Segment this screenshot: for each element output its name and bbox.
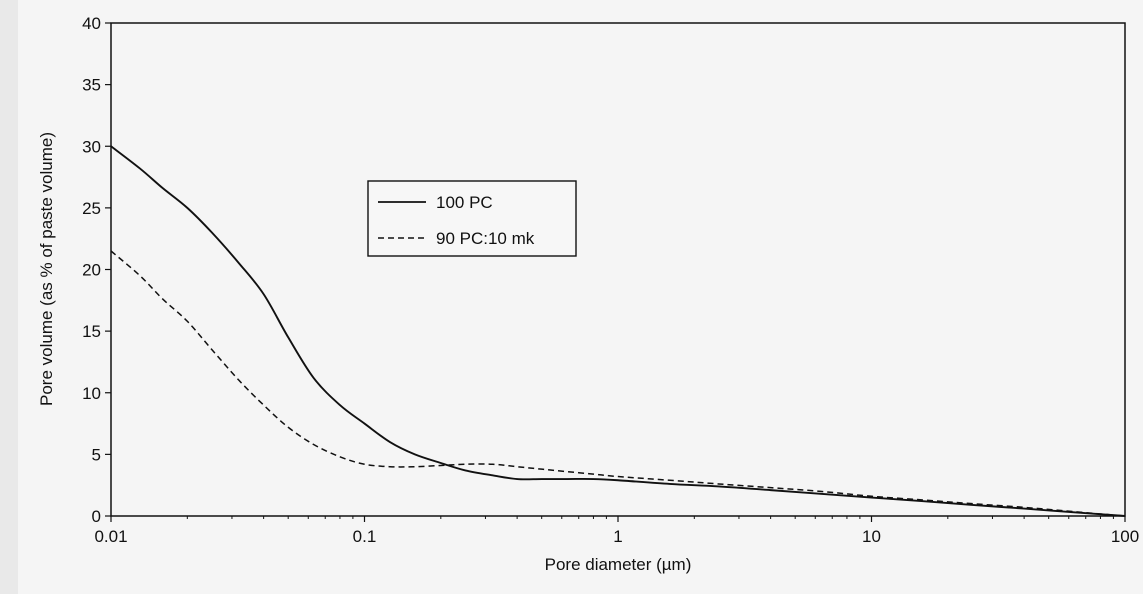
- series-line-0: [110, 145, 1126, 517]
- x-tick-label: 10: [862, 527, 881, 546]
- y-axis: 0 5 10 15 20 25 30 35 40: [82, 14, 111, 526]
- x-tick-label: 100: [1111, 527, 1139, 546]
- y-tick-label: 15: [82, 322, 101, 341]
- y-tick-label: 25: [82, 199, 101, 218]
- series-layer: [110, 145, 1126, 517]
- x-axis: 0.01 0.1 1 10 100: [94, 516, 1139, 546]
- series-line-1: [110, 250, 1126, 517]
- x-tick-label: 0.01: [94, 527, 127, 546]
- y-tick-label: 35: [82, 76, 101, 95]
- paper: [18, 0, 1143, 594]
- y-tick-label: 40: [82, 14, 101, 33]
- y-tick-label: 20: [82, 261, 101, 280]
- x-axis-label: Pore diameter (µm): [545, 555, 692, 574]
- x-tick-label: 0.1: [353, 527, 377, 546]
- y-tick-label: 10: [82, 384, 101, 403]
- legend-label-90-pc-10-mk: 90 PC:10 mk: [436, 229, 535, 248]
- y-axis-label: Pore volume (as % of paste volume): [37, 132, 56, 406]
- y-tick-label: 5: [92, 445, 101, 464]
- legend: 100 PC 90 PC:10 mk: [367, 180, 577, 257]
- legend-box: [367, 180, 577, 257]
- x-tick-label: 1: [613, 527, 622, 546]
- legend-label-100-pc: 100 PC: [436, 193, 493, 212]
- y-tick-label: 0: [92, 507, 101, 526]
- y-tick-label: 30: [82, 137, 101, 156]
